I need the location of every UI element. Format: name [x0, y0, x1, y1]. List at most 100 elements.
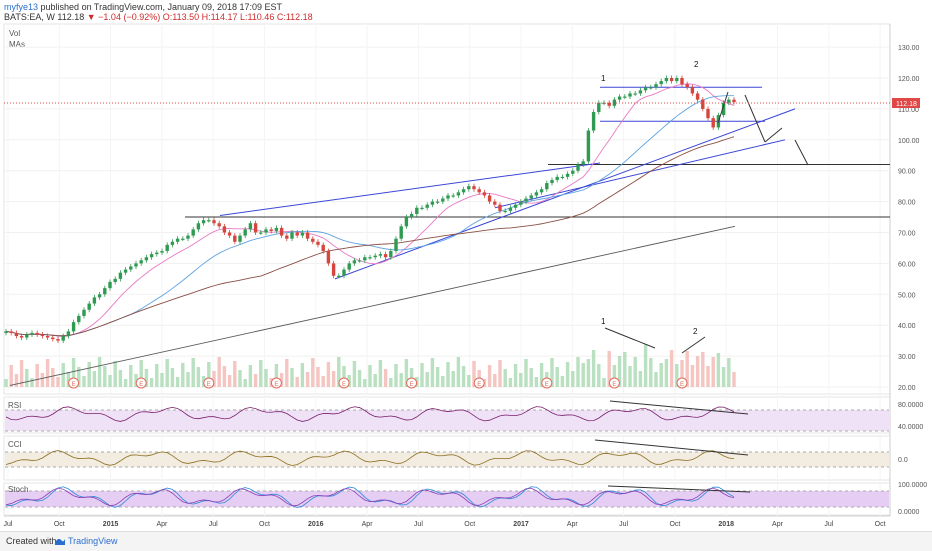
- volume-bar: [118, 370, 123, 387]
- volume-bar: [680, 360, 684, 387]
- symbol-line: BATS:EA, W 112.18 ▼ −1.04 (−0.92%) O:113…: [4, 12, 313, 22]
- price-chart[interactable]: Vol MAs 130.00120.00110.00100.0090.0080.…: [0, 0, 932, 531]
- volume-bar: [253, 374, 258, 387]
- volume-bar: [633, 357, 637, 387]
- candle-body: [534, 192, 539, 196]
- arrow-up-2: [717, 91, 729, 124]
- time-tick: Jul: [414, 521, 423, 528]
- down-arrow-icon: ▼: [86, 12, 96, 22]
- price-tick: 110.00: [898, 107, 919, 114]
- volume-bar: [690, 365, 695, 387]
- stoch-tick-100: 100.0000: [898, 482, 927, 489]
- arrow-down-2: [794, 139, 809, 166]
- volume-bar: [92, 371, 97, 387]
- footer-bar: Created with TradingView: [0, 531, 932, 551]
- volume-bar: [290, 368, 294, 387]
- candle-body: [30, 332, 34, 335]
- earnings-label: E: [680, 382, 684, 388]
- volume-bar: [144, 369, 149, 387]
- candle-body: [493, 201, 497, 205]
- volume-bar: [97, 357, 102, 387]
- candle-body: [701, 99, 705, 109]
- earnings-marker[interactable]: [135, 377, 147, 389]
- earnings-marker[interactable]: [406, 377, 418, 389]
- volume-bar: [732, 372, 736, 387]
- volume-bar: [612, 365, 617, 387]
- author-link[interactable]: myfye13: [4, 2, 39, 12]
- volume-bar: [529, 368, 533, 387]
- cci-divergence-line: [594, 439, 749, 456]
- candle-body: [139, 260, 143, 264]
- candle-body: [352, 260, 357, 264]
- volume-bar: [378, 360, 383, 387]
- time-tick: Oct: [875, 521, 886, 528]
- volume-bar: [467, 375, 471, 387]
- tradingview-link[interactable]: TradingView: [68, 536, 118, 546]
- candle-body: [690, 87, 695, 94]
- volume-bar: [664, 359, 669, 387]
- earnings-label: E: [139, 382, 143, 388]
- candle-body: [550, 179, 554, 184]
- candle-body: [92, 297, 97, 304]
- candle-body: [285, 235, 289, 239]
- volume-bar: [441, 376, 445, 387]
- volume-bar: [638, 371, 643, 387]
- candle-body: [295, 232, 299, 236]
- volume-bar: [248, 365, 253, 387]
- time-tick: Jul: [4, 521, 13, 528]
- vol-label-1: 1: [601, 317, 606, 326]
- candle-body: [45, 336, 50, 338]
- candle-body: [290, 232, 294, 239]
- volume-bar: [685, 351, 689, 387]
- candle-body: [233, 235, 237, 242]
- earnings-marker[interactable]: [68, 377, 80, 389]
- earnings-marker[interactable]: [676, 377, 688, 389]
- volume-bar: [259, 360, 263, 387]
- candle-body: [165, 244, 169, 252]
- volume-bar: [35, 364, 39, 387]
- stoch-k-line: [5, 486, 735, 508]
- volume-bar: [82, 376, 86, 387]
- volume-bar: [311, 358, 315, 387]
- earnings-marker[interactable]: [608, 377, 620, 389]
- earnings-label: E: [72, 382, 76, 388]
- volume-bar: [274, 364, 279, 387]
- volume-bar: [113, 361, 117, 387]
- volume-bar: [602, 378, 606, 387]
- volume-bar: [217, 357, 221, 387]
- earnings-marker[interactable]: [541, 377, 553, 389]
- price-tick: 80.00: [898, 200, 916, 207]
- volume-bar: [285, 359, 289, 387]
- candle-body: [508, 207, 513, 211]
- candle-body: [560, 176, 565, 179]
- mas-label: MAs: [9, 40, 25, 49]
- volume-bar: [368, 365, 372, 387]
- candle-body: [113, 278, 117, 282]
- candle-body: [4, 331, 8, 333]
- earnings-marker[interactable]: [203, 377, 215, 389]
- earnings-marker[interactable]: [473, 377, 485, 389]
- candle-body: [305, 232, 310, 239]
- candle-body: [404, 217, 409, 227]
- volume-bar: [196, 367, 201, 387]
- candle-body: [363, 257, 367, 261]
- vol-arrow-1: [604, 327, 656, 349]
- volume-bar: [160, 373, 164, 387]
- volume-bar: [316, 367, 320, 387]
- volume-bar: [243, 379, 247, 387]
- volume-bar: [342, 366, 346, 387]
- volume-bar: [581, 363, 585, 387]
- earnings-marker[interactable]: [338, 377, 350, 389]
- volume-bar: [519, 373, 523, 387]
- earnings-label: E: [410, 382, 414, 388]
- volume-bar: [560, 376, 565, 387]
- volume-bar: [227, 375, 232, 387]
- rsi-line: [5, 406, 735, 422]
- candle-body: [732, 99, 736, 103]
- earnings-label: E: [612, 382, 616, 388]
- volume-bar: [425, 372, 429, 387]
- earnings-marker[interactable]: [270, 377, 282, 389]
- volume-bar: [139, 360, 143, 387]
- volume-bar: [597, 364, 601, 387]
- candle-body: [461, 189, 466, 193]
